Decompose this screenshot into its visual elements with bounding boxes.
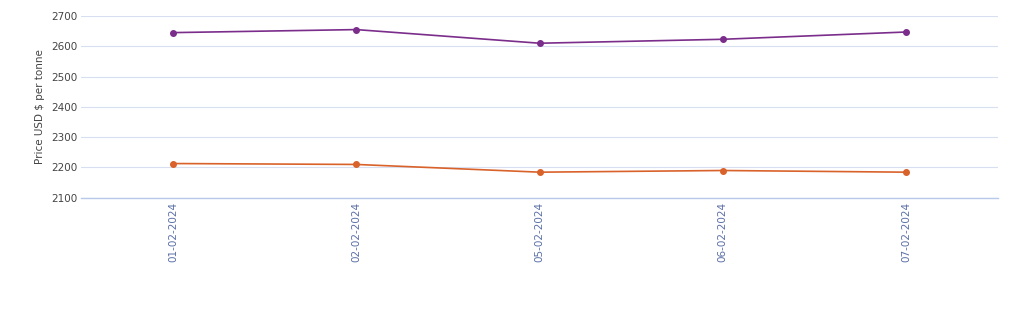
Line: LME: LME xyxy=(170,161,909,175)
LME xyxy=(533,170,546,174)
LME xyxy=(350,162,362,166)
SHFE xyxy=(717,37,729,41)
SHFE xyxy=(900,30,912,34)
SHFE xyxy=(533,41,546,45)
LME xyxy=(900,170,912,174)
Y-axis label: Price USD $ per tonne: Price USD $ per tonne xyxy=(36,49,46,164)
LME xyxy=(717,168,729,172)
SHFE xyxy=(350,28,362,32)
Line: SHFE: SHFE xyxy=(170,27,909,46)
LME xyxy=(167,162,179,166)
SHFE xyxy=(167,31,179,34)
